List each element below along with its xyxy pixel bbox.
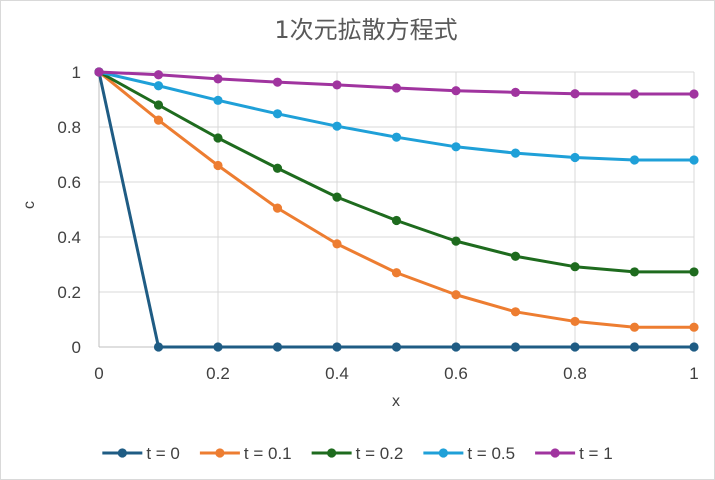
data-point <box>629 322 640 332</box>
data-point <box>332 239 342 249</box>
x-axis-title: x <box>392 393 400 410</box>
data-point <box>689 342 699 352</box>
data-point <box>213 160 223 171</box>
data-point <box>391 132 402 142</box>
series-0 <box>94 67 699 352</box>
data-point <box>570 342 580 352</box>
data-point <box>272 342 283 352</box>
series-line <box>98 70 694 274</box>
y-tick-label: 0.6 <box>57 173 81 192</box>
data-point <box>391 342 402 352</box>
data-point <box>153 100 164 110</box>
x-tick-label: 0.2 <box>206 364 230 383</box>
data-point <box>94 67 104 77</box>
legend-label: t = 0.2 <box>356 444 404 463</box>
x-tick-label: 1 <box>689 364 698 383</box>
legend: t = 0 t = 0.1 t = 0.2 t = 0.5 t = 1 <box>102 444 613 463</box>
series-3 <box>94 67 699 165</box>
legend-item-4: t = 1 <box>535 444 613 463</box>
data-point <box>510 87 521 97</box>
data-point <box>272 109 283 119</box>
data-point <box>332 342 342 352</box>
data-point <box>153 342 164 352</box>
legend-label: t = 1 <box>579 444 613 463</box>
legend-marker <box>117 448 127 458</box>
data-point <box>332 80 342 90</box>
data-point <box>689 267 699 277</box>
data-point <box>629 342 640 352</box>
data-point <box>510 148 521 158</box>
y-axis-ticks: 0 0.2 0.4 0.6 0.8 1 <box>57 63 81 357</box>
data-point <box>213 133 223 143</box>
data-point <box>629 155 640 165</box>
series-line <box>98 70 694 329</box>
data-point <box>510 342 521 352</box>
legend-item-1: t = 0.1 <box>199 444 292 463</box>
data-point <box>451 290 461 300</box>
data-point <box>332 121 342 131</box>
data-point <box>629 89 640 99</box>
x-tick-label: 0.6 <box>444 364 468 383</box>
legend-marker <box>215 448 225 458</box>
legend-marker <box>550 448 560 458</box>
series-4 <box>94 67 699 99</box>
data-point <box>451 86 461 96</box>
data-point <box>570 316 580 327</box>
y-tick-label: 0.8 <box>57 118 81 137</box>
legend-marker <box>327 448 337 458</box>
data-point <box>272 77 283 87</box>
legend-item-3: t = 0.5 <box>423 444 515 463</box>
legend-label: t = 0 <box>146 444 180 463</box>
legend-label: t = 0.5 <box>467 444 515 463</box>
data-point <box>391 83 402 93</box>
legend-item-2: t = 0.2 <box>311 444 404 463</box>
data-point <box>272 203 283 213</box>
data-point <box>451 236 461 246</box>
data-point <box>689 89 699 99</box>
series-2 <box>94 67 699 277</box>
gridlines <box>98 71 695 348</box>
y-tick-label: 0.2 <box>57 283 81 302</box>
data-point <box>391 268 402 278</box>
data-point <box>153 115 164 125</box>
data-point <box>689 322 699 332</box>
data-point <box>510 251 521 261</box>
x-tick-label: 0.8 <box>563 364 587 383</box>
legend-item-0: t = 0 <box>102 444 180 463</box>
data-point <box>272 163 283 173</box>
data-point <box>451 342 461 352</box>
data-point <box>213 95 223 105</box>
y-tick-label: 0 <box>72 338 81 357</box>
data-point <box>391 215 402 226</box>
data-point <box>153 70 164 80</box>
data-point <box>332 192 342 202</box>
y-tick-label: 0.4 <box>57 228 81 247</box>
x-axis-ticks: 0 0.2 0.4 0.6 0.8 1 <box>94 364 698 383</box>
data-point <box>689 155 699 165</box>
data-point <box>213 74 223 84</box>
y-tick-label: 1 <box>72 63 81 82</box>
legend-label: t = 0.1 <box>244 444 292 463</box>
data-point <box>451 142 461 152</box>
data-point <box>570 152 580 163</box>
legend-marker <box>438 448 448 458</box>
series-1 <box>94 67 699 332</box>
series-group <box>94 67 699 352</box>
data-point <box>153 81 164 91</box>
data-point <box>213 342 223 352</box>
chart-title: 1次元拡散方程式 <box>274 16 457 44</box>
series-line <box>97 71 694 349</box>
data-point <box>629 267 640 277</box>
data-point <box>570 262 580 272</box>
data-point <box>570 89 580 99</box>
x-tick-label: 0.4 <box>325 364 349 383</box>
data-point <box>510 307 521 317</box>
y-axis-title: c <box>21 201 38 209</box>
x-tick-label: 0 <box>94 364 103 383</box>
